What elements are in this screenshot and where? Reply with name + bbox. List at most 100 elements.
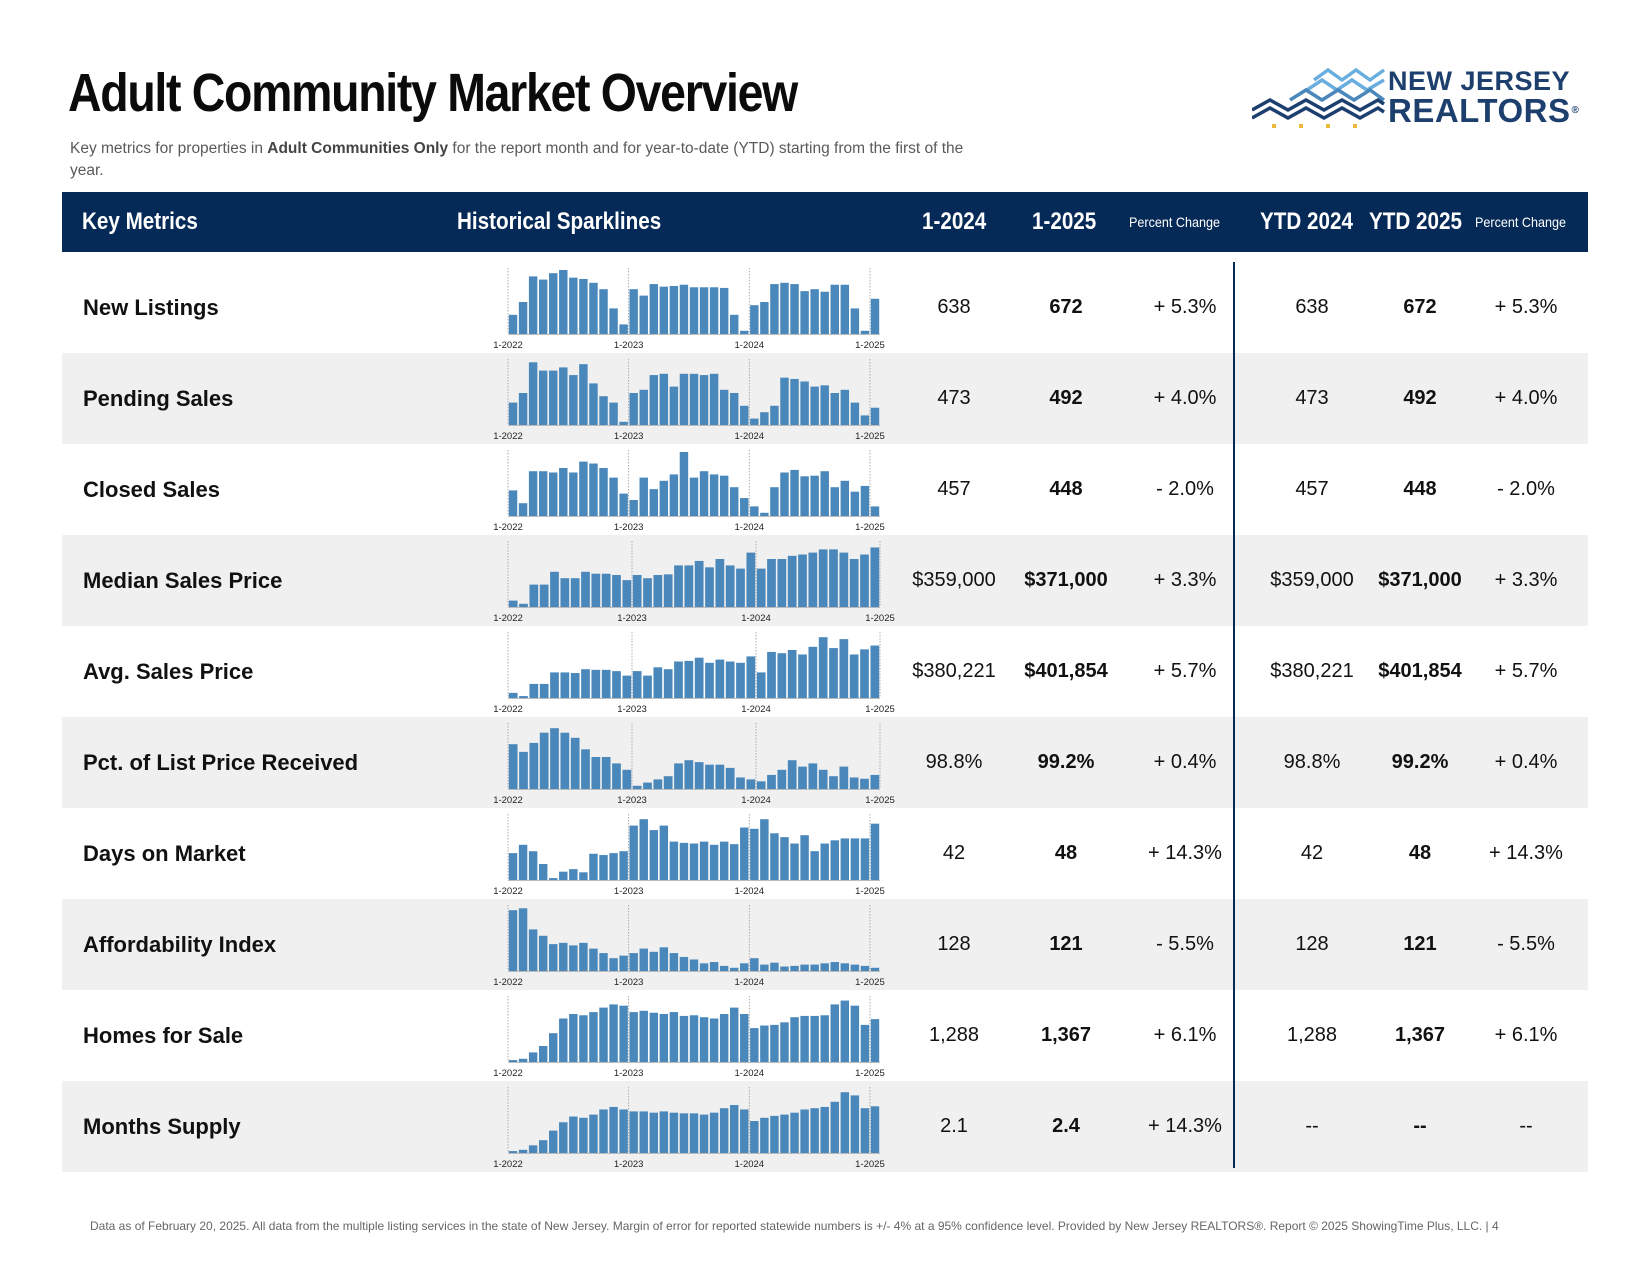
sparkline-bar: [569, 277, 578, 334]
sparkline-bar: [643, 675, 652, 698]
sparkline-bar: [699, 287, 709, 334]
sparkline-axis-label: 1-2025: [865, 795, 895, 806]
sparkline-axis-label: 1-2025: [865, 613, 895, 624]
sparkline-axis-label: 1-2022: [493, 1068, 523, 1079]
sparkline-bar: [518, 393, 528, 425]
value-month-curr: 121: [1049, 933, 1083, 955]
sparkline-bar: [870, 967, 880, 971]
subtitle-emphasis: Adult Communities Only: [267, 140, 449, 157]
sparkline-bar: [612, 763, 621, 789]
sparkline-bar: [649, 375, 659, 425]
sparkline-bar: [850, 964, 860, 971]
value-month-curr: $401,854: [1024, 660, 1108, 682]
sparkline-bar: [589, 282, 598, 334]
sparkline-bar: [579, 872, 588, 880]
sparkline-axis-label: 1-2024: [735, 340, 765, 351]
value-ytd-curr: 492: [1403, 387, 1437, 409]
sparkline-bar: [581, 669, 590, 698]
sparkline-bar: [508, 314, 518, 334]
sparkline-bar: [689, 1113, 699, 1153]
sparkline-bar: [780, 966, 789, 971]
metric-name: Days on Market: [83, 841, 246, 866]
sparkline-bar: [729, 393, 739, 425]
sparkline-bar: [767, 559, 776, 607]
value-percent-change: + 14.3%: [1148, 1115, 1222, 1137]
value-month-prev: 457: [937, 478, 971, 500]
sparkline-bar: [787, 650, 797, 698]
sparkline-bar: [870, 547, 880, 607]
sparkline-bar: [740, 330, 749, 334]
sparkline-bar: [579, 364, 588, 425]
sparkline-bar: [830, 840, 839, 880]
sparkline-bar: [800, 1015, 809, 1062]
value-month-prev: 638: [937, 296, 971, 318]
sparkline-bar: [619, 1005, 628, 1062]
sparkline-bar: [619, 851, 628, 880]
value-ytd-curr: $401,854: [1378, 660, 1462, 682]
sparkline-bar: [725, 565, 735, 607]
sparkline-bar: [674, 661, 683, 698]
sparkline-bar: [808, 552, 818, 607]
value-month-curr: 448: [1049, 478, 1083, 500]
sparkline-bar: [740, 1109, 749, 1153]
sparkline-bar: [849, 559, 859, 607]
sparkline-bar: [787, 760, 797, 789]
sparkline-bar: [810, 851, 819, 880]
col-percent-change: Percent Change: [1129, 214, 1221, 230]
sparkline-bar: [820, 291, 829, 334]
value-month-prev: 2.1: [940, 1115, 968, 1137]
sparkline-bar: [790, 1112, 799, 1153]
sparkline-bar: [591, 757, 601, 789]
sparkline-chart: 1-2022 1-2023 1-2024 1-2025: [493, 996, 885, 1079]
value-ytd-percent-change: + 14.3%: [1489, 842, 1563, 864]
sparkline-bar: [756, 672, 766, 698]
sparkline-bar: [694, 657, 704, 698]
sparkline-bar: [740, 963, 749, 971]
value-ytd-curr: 672: [1403, 296, 1437, 318]
value-month-curr: 672: [1049, 296, 1083, 318]
value-ytd-percent-change: + 0.4%: [1494, 751, 1558, 773]
sparkline-bar: [810, 1108, 819, 1153]
sparkline-bar: [849, 777, 859, 789]
sparkline-bar: [619, 421, 628, 425]
sparkline-bar: [830, 284, 839, 334]
value-ytd-curr: 448: [1403, 478, 1437, 500]
value-month-curr: $371,000: [1024, 569, 1108, 591]
sparkline-bar: [559, 942, 568, 971]
value-ytd-curr: 48: [1408, 842, 1432, 864]
sparkline-bar: [798, 766, 807, 789]
sparkline-bar: [609, 853, 618, 880]
sparkline-bar: [798, 554, 807, 607]
sparkline-bar: [599, 289, 608, 334]
metric-name: Closed Sales: [83, 477, 220, 502]
sparkline-bar: [622, 769, 632, 789]
sparkline-bar: [699, 375, 709, 425]
metric-name: Pending Sales: [83, 386, 234, 411]
sparkline-bar: [519, 696, 528, 698]
sparkline-bar: [539, 584, 549, 607]
value-percent-change: + 6.1%: [1153, 1024, 1217, 1046]
sparkline-axis-label: 1-2023: [614, 1159, 644, 1170]
value-percent-change: + 3.3%: [1153, 569, 1217, 591]
sparkline-bar: [679, 1113, 689, 1153]
sparkline-axis-label: 1-2022: [493, 340, 523, 351]
sparkline-bar: [790, 469, 799, 516]
sparkline-bar: [870, 645, 880, 698]
sparkline-bar: [760, 412, 769, 425]
sparkline-bar: [669, 286, 679, 334]
sparkline-bar: [550, 728, 559, 789]
sparkline-axis-label: 1-2025: [865, 704, 895, 715]
sparkline-bar: [777, 559, 787, 607]
sparkline-bar: [818, 549, 828, 607]
sparkline-bar: [569, 1116, 578, 1153]
value-month-curr: 48: [1054, 842, 1078, 864]
sparkline-bar: [740, 405, 749, 425]
sparkline-bar: [589, 383, 598, 425]
sparkline-bar: [538, 370, 548, 425]
value-ytd-percent-change: - 2.0%: [1497, 478, 1555, 500]
table-row: Pct. of List Price Received 98.8% 99.2% + 0…: [62, 717, 1588, 808]
sparkline-bar: [528, 276, 538, 334]
sparkline-bar: [820, 385, 829, 425]
sparkline-bar: [538, 471, 548, 516]
sparkline-bar: [550, 571, 559, 607]
